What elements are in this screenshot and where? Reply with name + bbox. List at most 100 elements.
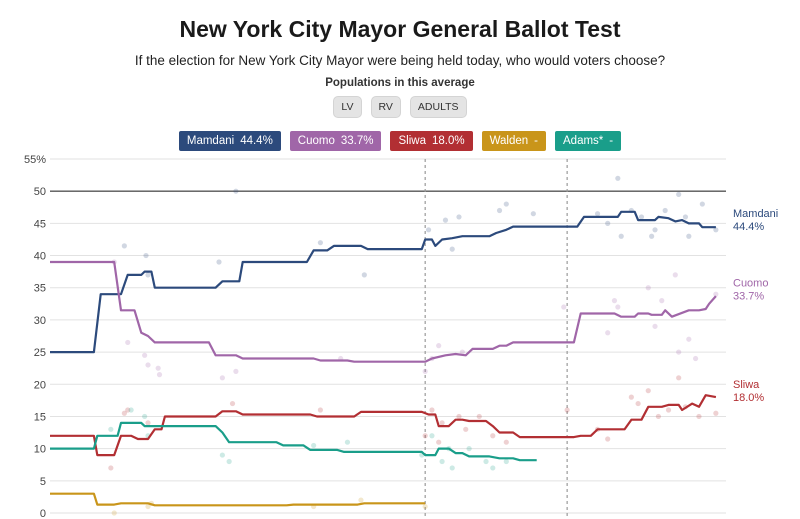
legend-item-cuomo[interactable]: Cuomo 33.7%	[289, 131, 382, 151]
poll-dot	[652, 323, 658, 329]
legend-name: Cuomo	[297, 135, 335, 147]
legend-name: Walden	[489, 135, 529, 147]
poll-dot	[233, 368, 239, 374]
poll-dot	[436, 343, 442, 349]
poll-dot	[676, 191, 682, 197]
end-label-value: 33.7%	[733, 290, 764, 302]
poll-dot	[219, 452, 225, 458]
population-pill-lv[interactable]: LV	[333, 96, 362, 118]
population-pill-rv[interactable]: RV	[370, 96, 401, 118]
legend-value: 44.4%	[240, 135, 273, 147]
poll-dot	[638, 214, 645, 220]
poll-dot	[483, 458, 489, 465]
poll-dot	[713, 227, 719, 233]
poll-dot	[121, 410, 127, 416]
poll-dot	[456, 413, 462, 420]
legend-value: 33.7%	[340, 135, 374, 147]
poll-dot	[155, 365, 161, 371]
poll-dot	[145, 420, 151, 426]
poll-dot	[659, 298, 665, 304]
poll-dot	[439, 458, 445, 465]
poll-dot	[686, 336, 692, 342]
poll-dot	[503, 201, 509, 207]
poll-dot	[672, 272, 678, 278]
poll-dot	[125, 339, 131, 346]
poll-dot	[145, 362, 151, 368]
poll-dot	[466, 446, 472, 452]
poll-dot	[676, 349, 682, 355]
legend-name: Sliwa	[398, 135, 426, 147]
legend-value: 18.0%	[431, 135, 465, 147]
poll-dot	[442, 217, 449, 223]
poll-dot	[463, 426, 469, 432]
legend: Mamdani 44.4% Cuomo 33.7% Sliwa 18.0% Walde…	[0, 131, 800, 151]
trend-lines	[50, 210, 717, 507]
poll-dot	[142, 413, 148, 420]
poll-dot	[156, 372, 163, 378]
y-tick-label: 45	[34, 218, 46, 230]
poll-dot	[503, 439, 509, 445]
poll-dot	[143, 252, 149, 259]
end-label-name: Sliwa	[733, 379, 760, 391]
poll-dot	[605, 220, 611, 226]
date-markers	[424, 159, 568, 517]
poll-dot	[317, 407, 323, 413]
poll-dot	[111, 510, 117, 516]
poll-dot	[692, 355, 699, 362]
y-tick-label: 0	[40, 508, 46, 519]
poll-dot	[615, 175, 621, 181]
trend-line-cuomo	[50, 260, 717, 363]
poll-dot	[594, 211, 601, 217]
poll-dot	[311, 442, 317, 449]
y-tick-label: 35	[34, 283, 46, 295]
poll-dot	[665, 407, 672, 413]
end-label-name: Mamdani	[733, 208, 778, 220]
poll-dot	[490, 465, 496, 471]
poll-dot	[699, 201, 705, 207]
poll-dot	[361, 272, 367, 278]
trend-line-walden	[50, 492, 426, 507]
legend-item-sliwa[interactable]: Sliwa 18.0%	[390, 131, 473, 151]
poll-dot	[422, 433, 428, 439]
end-label-name: Cuomo	[733, 277, 768, 289]
population-pill-adults[interactable]: ADULTS	[409, 96, 467, 118]
legend-item-adams[interactable]: Adams* -	[555, 131, 622, 151]
poll-dot	[713, 410, 719, 416]
legend-name: Mamdani	[186, 135, 235, 147]
poll-dot	[226, 458, 232, 465]
poll-dot	[696, 413, 702, 420]
poll-dot	[128, 407, 134, 413]
poll-dot	[436, 439, 442, 445]
poll-dot	[425, 227, 432, 233]
poll-dot	[142, 352, 148, 358]
legend-item-mamdani[interactable]: Mamdani 44.4%	[178, 131, 281, 151]
poll-dot	[449, 246, 455, 252]
poll-dot	[682, 214, 689, 220]
poll-dot	[229, 400, 236, 407]
poll-dot	[645, 388, 651, 394]
poll-dot	[449, 465, 455, 471]
poll-dot	[662, 207, 668, 214]
legend-name: Adams*	[563, 135, 604, 147]
y-tick-label: 40	[34, 251, 46, 263]
poll-dot	[317, 240, 323, 246]
legend-item-walden[interactable]: Walden -	[481, 131, 546, 151]
poll-dot	[439, 420, 445, 426]
poll-dot	[649, 233, 655, 239]
poll-dot	[233, 188, 239, 194]
poll-dot	[561, 304, 567, 310]
poll-dot	[219, 375, 225, 381]
trend-line-adams	[50, 421, 537, 462]
poll-dot	[459, 349, 465, 355]
poll-dot	[108, 426, 114, 432]
legend-value: -	[609, 135, 614, 147]
poll-dot	[145, 272, 151, 278]
poll-dot	[422, 503, 428, 510]
y-tick-label: 15	[34, 411, 46, 423]
end-label-value: 18.0%	[733, 392, 764, 404]
poll-dot	[358, 497, 364, 503]
poll-dot	[456, 214, 462, 220]
trend-line-sliwa	[50, 394, 717, 457]
